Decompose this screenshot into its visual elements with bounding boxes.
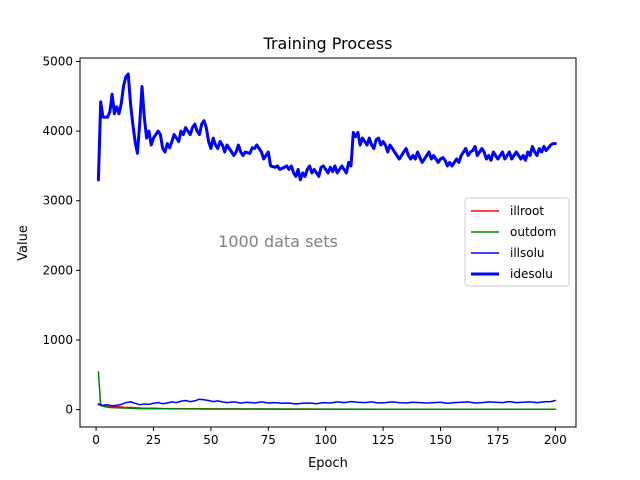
series-line-illsolu bbox=[97, 398, 557, 407]
series-line-outdom bbox=[97, 371, 557, 410]
y-tick-label: 0 bbox=[65, 403, 73, 417]
x-tick-label: 200 bbox=[544, 433, 567, 447]
x-tick-label: 0 bbox=[92, 433, 100, 447]
y-axis-label: Value bbox=[16, 225, 31, 261]
x-tick-label: 125 bbox=[372, 433, 395, 447]
x-axis: 0 25 50 75 100 125 150 175 200 bbox=[92, 427, 567, 447]
legend-label-illroot: illroot bbox=[510, 204, 544, 218]
x-tick-label: 25 bbox=[146, 433, 161, 447]
y-tick-label: 2000 bbox=[42, 263, 73, 277]
legend-label-illsolu: illsolu bbox=[510, 246, 545, 260]
legend: illroot outdom illsolu idesolu bbox=[464, 197, 570, 287]
y-tick-label: 5000 bbox=[42, 54, 73, 68]
x-tick-label: 50 bbox=[203, 433, 218, 447]
y-tick-label: 4000 bbox=[42, 124, 73, 138]
plot-area bbox=[96, 72, 557, 410]
x-axis-label: Epoch bbox=[308, 456, 348, 471]
x-tick-label: 175 bbox=[486, 433, 509, 447]
legend-box bbox=[464, 197, 570, 287]
y-tick-label: 1000 bbox=[42, 333, 73, 347]
series-line-idesolu bbox=[96, 72, 557, 182]
x-tick-label: 100 bbox=[314, 433, 337, 447]
chart-title: Training Process bbox=[263, 34, 393, 53]
legend-label-outdom: outdom bbox=[510, 225, 556, 239]
y-tick-label: 3000 bbox=[42, 194, 73, 208]
y-axis: 0 1000 2000 3000 4000 5000 bbox=[42, 54, 80, 417]
annotation-text: 1000 data sets bbox=[218, 232, 338, 251]
plot-frame bbox=[79, 57, 577, 428]
legend-label-idesolu: idesolu bbox=[510, 267, 553, 281]
x-tick-label: 150 bbox=[429, 433, 452, 447]
x-tick-label: 75 bbox=[261, 433, 276, 447]
